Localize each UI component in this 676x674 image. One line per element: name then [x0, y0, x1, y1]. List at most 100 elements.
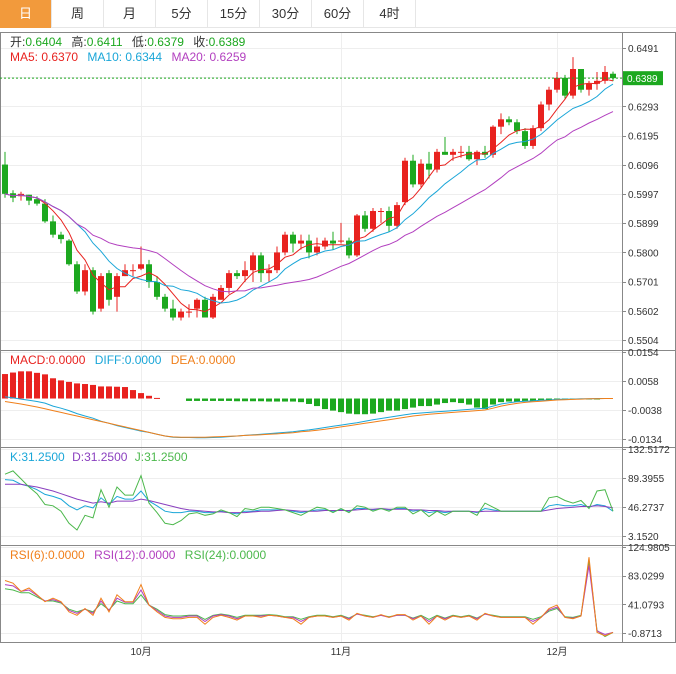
macd-bar	[42, 374, 48, 399]
macd-bar	[2, 374, 8, 399]
candlestick-plot: 0.6389	[0, 57, 663, 321]
candle-body	[418, 163, 424, 185]
macd-bar	[290, 398, 296, 402]
candle-body	[194, 299, 200, 309]
rsi-legend-24: RSI(24):0.0000	[185, 548, 267, 562]
candle-body	[370, 211, 376, 229]
ma10-legend: MA10: 0.6344	[87, 50, 162, 64]
macd-bar	[498, 398, 504, 403]
candle-body	[306, 240, 312, 253]
main-tick-label: 0.5899	[628, 219, 659, 230]
macd-tick-label: -0.0038	[628, 406, 662, 417]
candle-body	[514, 122, 520, 132]
candle-body	[274, 252, 280, 271]
macd-bar	[250, 398, 256, 402]
kdj-tick-label: 46.2737	[628, 503, 665, 514]
candle-body	[338, 240, 344, 242]
candle-body	[234, 273, 240, 277]
tab-4hour[interactable]: 4时	[364, 0, 416, 28]
macd-bar	[106, 386, 112, 399]
candle-body	[458, 151, 464, 153]
candle-body	[610, 73, 616, 79]
candle-body	[466, 151, 472, 160]
macd-legend-diff: DIFF:0.0000	[95, 353, 162, 367]
candle-body	[186, 311, 192, 313]
macd-bar	[154, 397, 160, 399]
candle-body	[34, 199, 40, 204]
main-tick-label: 0.5602	[628, 307, 659, 318]
macd-bar	[146, 395, 152, 399]
candle-body	[450, 151, 456, 155]
macd-bar	[130, 390, 136, 399]
main-tick-label: 0.5997	[628, 190, 659, 201]
macd-bar	[442, 398, 448, 404]
candle-body	[490, 126, 496, 155]
macd-plot	[2, 371, 613, 439]
rsi-legend: RSI(6):0.0000 RSI(12):0.0000 RSI(24):0.0…	[10, 548, 267, 562]
ohlc-legend: 开:0.6404 高:0.6411 低:0.6379 收:0.6389	[10, 34, 246, 49]
macd-bar	[378, 398, 384, 413]
tab-month[interactable]: 月	[104, 0, 156, 28]
candle-body	[474, 151, 480, 160]
tab-week[interactable]: 周	[52, 0, 104, 28]
j-line	[4, 470, 614, 531]
macd-bar	[234, 398, 240, 402]
macd-bar	[330, 398, 336, 411]
macd-bar	[274, 398, 280, 402]
tab-60min[interactable]: 60分	[312, 0, 364, 28]
candle-body	[66, 240, 72, 265]
macd-bar	[402, 398, 408, 410]
macd-bar	[258, 398, 264, 402]
main-tick-label: 0.5701	[628, 278, 659, 289]
macd-bar	[474, 398, 480, 408]
macd-bar	[450, 398, 456, 403]
ma10-line	[4, 83, 614, 304]
candle-body	[346, 240, 352, 256]
period-tabs: 日 周 月 5分 15分 30分 60分 4时	[0, 0, 676, 28]
ma5-legend: MA5: 0.6370	[10, 50, 78, 64]
macd-bar	[10, 372, 16, 399]
candle-body	[498, 119, 504, 127]
candle-body	[74, 264, 80, 292]
candle-body	[50, 221, 56, 235]
x-tick-label: 10月	[130, 646, 151, 658]
high-value: 0.6411	[87, 35, 123, 49]
tab-5min[interactable]: 5分	[156, 0, 208, 28]
macd-bar	[266, 398, 272, 402]
macd-bar	[530, 398, 536, 401]
main-tick-label: 0.6096	[628, 161, 659, 172]
kdj-legend-j: J:31.2500	[135, 450, 188, 464]
macd-bar	[114, 386, 120, 399]
macd-bar	[458, 398, 464, 404]
macd-bar	[410, 398, 416, 408]
kdj-plot	[4, 470, 614, 531]
tab-30min[interactable]: 30分	[260, 0, 312, 28]
candle-body	[362, 215, 368, 229]
last-price-tag	[623, 71, 663, 86]
macd-bar	[90, 384, 96, 399]
main-tick-label: 0.5504	[628, 336, 659, 347]
macd-bar	[18, 371, 24, 399]
macd-bar	[314, 398, 320, 407]
candle-body	[162, 296, 168, 309]
candle-body	[58, 234, 64, 240]
tab-15min[interactable]: 15分	[208, 0, 260, 28]
macd-bar	[482, 398, 488, 410]
ma20-line	[4, 111, 614, 293]
macd-bar	[538, 398, 544, 401]
candle-body	[314, 246, 320, 253]
rsi-plot	[4, 557, 614, 638]
tab-day[interactable]: 日	[0, 0, 52, 28]
macd-bar	[306, 398, 312, 404]
x-tick-label: 11月	[331, 646, 351, 658]
candle-body	[26, 194, 32, 201]
candle-body	[570, 69, 576, 96]
rsi-legend-6: RSI(6):0.0000	[10, 548, 85, 562]
rsi-legend-12: RSI(12):0.0000	[94, 548, 176, 562]
high-label: 高:	[71, 34, 86, 49]
macd-bar	[194, 398, 200, 401]
kline-chart: 0.64910.63930.62930.61950.60960.59970.58…	[0, 32, 676, 658]
rsi-tick-label: 124.9805	[628, 543, 670, 554]
macd-bar	[50, 378, 56, 399]
candle-body	[506, 119, 512, 123]
